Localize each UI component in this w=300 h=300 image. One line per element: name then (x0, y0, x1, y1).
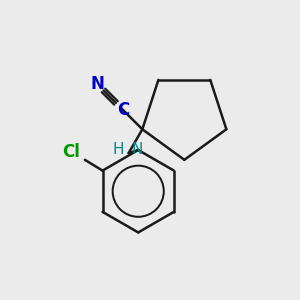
Text: N: N (90, 75, 104, 93)
Text: H: H (112, 142, 124, 157)
Text: N: N (132, 142, 143, 157)
Text: Cl: Cl (62, 143, 80, 161)
Text: C: C (117, 101, 129, 119)
